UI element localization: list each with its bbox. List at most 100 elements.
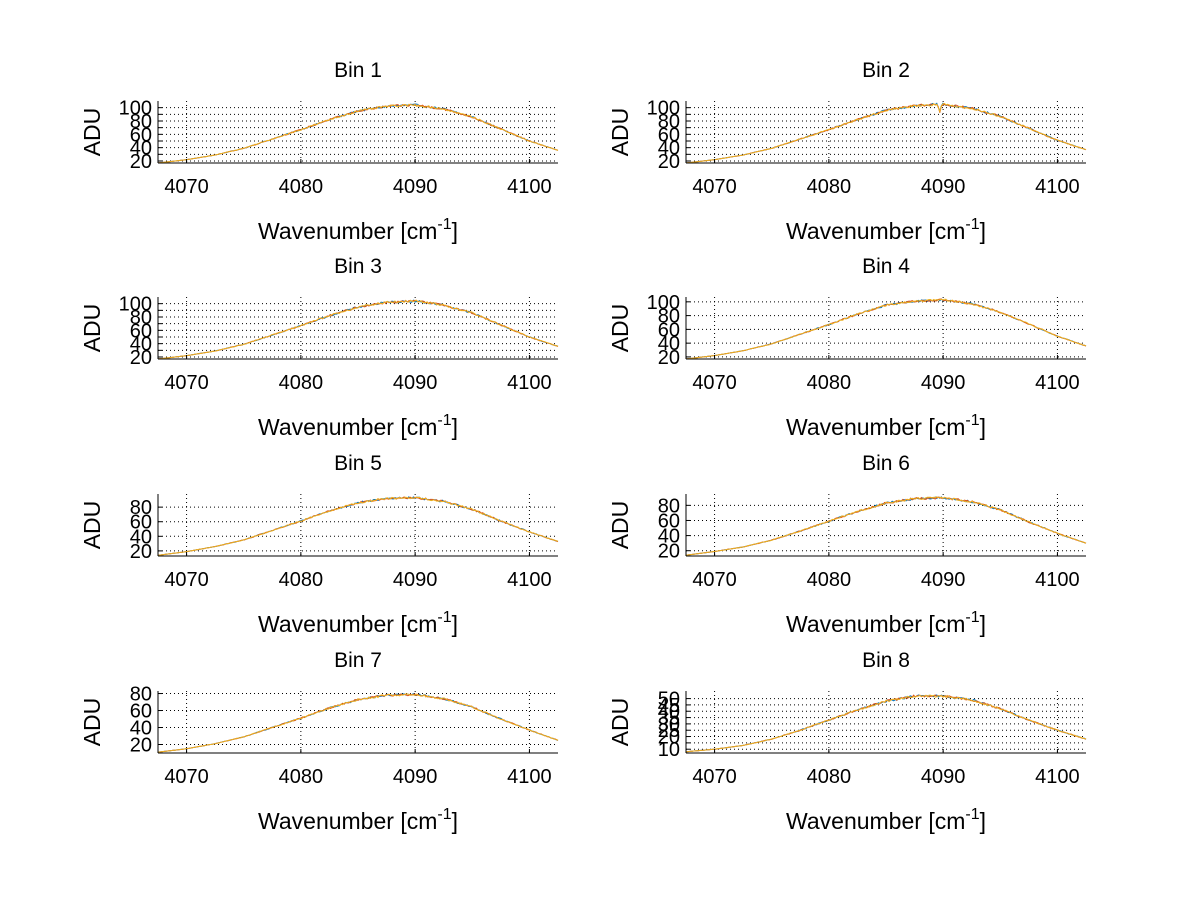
y-tick-label: 40	[130, 526, 152, 548]
y-tick-label: 100	[119, 294, 152, 316]
x-tick-label: 4070	[692, 569, 737, 591]
y-tick-label: 20	[130, 347, 152, 369]
x-tick-label: 4100	[1035, 372, 1080, 394]
x-tick-label: 4080	[807, 176, 852, 198]
y-axis-label: ADU	[607, 698, 633, 747]
y-tick-label: 40	[658, 138, 680, 160]
y-tick-label: 60	[658, 510, 680, 532]
x-tick-label: 4070	[692, 372, 737, 394]
chart-title: Bin 1	[334, 59, 382, 82]
series-line-3	[685, 298, 1087, 360]
x-tick-label: 4100	[507, 176, 552, 198]
y-tick-label: 50	[658, 689, 680, 711]
series-line-3	[685, 102, 1087, 164]
x-tick-label: 4090	[393, 766, 438, 788]
y-tick-label: 80	[130, 497, 152, 519]
x-tick-label: 4070	[692, 766, 737, 788]
series-line-3	[157, 496, 559, 556]
x-axis-label: Wavenumber [cm-1]	[786, 216, 986, 244]
x-tick-label: 4080	[807, 766, 852, 788]
x-tick-label: 4100	[507, 569, 552, 591]
y-tick-label: 35	[658, 708, 680, 730]
x-tick-label: 4090	[393, 569, 438, 591]
y-tick-label: 80	[658, 306, 680, 328]
y-axis-label: ADU	[79, 698, 105, 747]
y-tick-label: 20	[658, 347, 680, 369]
chart-title: Bin 2	[862, 59, 910, 82]
x-tick-label: 4100	[507, 766, 552, 788]
x-axis-label: Wavenumber [cm-1]	[786, 412, 986, 440]
x-axis-label: Wavenumber [cm-1]	[786, 806, 986, 834]
y-tick-label: 80	[130, 307, 152, 329]
y-tick-label: 80	[130, 111, 152, 133]
chart-title: Bin 4	[862, 255, 910, 278]
y-tick-label: 20	[658, 541, 680, 563]
y-tick-label: 20	[130, 151, 152, 173]
x-tick-label: 4090	[921, 569, 966, 591]
x-tick-label: 4100	[507, 372, 552, 394]
y-tick-label: 100	[647, 98, 680, 120]
y-tick-label: 60	[658, 124, 680, 146]
x-tick-label: 4070	[164, 569, 209, 591]
x-tick-label: 4090	[921, 766, 966, 788]
x-axis-label: Wavenumber [cm-1]	[258, 216, 458, 244]
x-tick-label: 4080	[807, 569, 852, 591]
series-line-3	[685, 496, 1087, 556]
y-tick-label: 20	[130, 541, 152, 563]
y-axis-label: ADU	[79, 108, 105, 157]
y-tick-label: 20	[658, 727, 680, 749]
y-axis-label: ADU	[607, 108, 633, 157]
x-tick-label: 4100	[1035, 569, 1080, 591]
x-axis-label: Wavenumber [cm-1]	[258, 412, 458, 440]
y-tick-label: 80	[130, 684, 152, 706]
y-tick-label: 20	[658, 151, 680, 173]
y-axis-label: ADU	[607, 501, 633, 550]
y-tick-label: 60	[130, 701, 152, 723]
chart-title: Bin 7	[334, 649, 382, 672]
x-tick-label: 4070	[164, 372, 209, 394]
x-tick-label: 4080	[279, 372, 324, 394]
y-tick-label: 40	[658, 701, 680, 723]
y-tick-label: 10	[658, 739, 680, 761]
y-axis-label: ADU	[79, 501, 105, 550]
series-line-3	[685, 694, 1087, 753]
y-tick-label: 60	[130, 512, 152, 534]
y-tick-label: 40	[130, 334, 152, 356]
x-tick-label: 4090	[921, 176, 966, 198]
y-tick-label: 40	[130, 718, 152, 740]
y-tick-label: 80	[658, 111, 680, 133]
y-tick-label: 30	[658, 714, 680, 736]
y-tick-label: 60	[658, 319, 680, 341]
x-tick-label: 4070	[692, 176, 737, 198]
x-tick-label: 4080	[279, 766, 324, 788]
y-tick-label: 100	[647, 292, 680, 314]
chart-title: Bin 3	[334, 255, 382, 278]
y-tick-label: 25	[658, 720, 680, 742]
chart-title: Bin 5	[334, 452, 382, 475]
y-axis-label: ADU	[79, 304, 105, 353]
y-tick-label: 100	[119, 98, 152, 120]
chart-title: Bin 8	[862, 649, 910, 672]
x-axis-label: Wavenumber [cm-1]	[258, 609, 458, 637]
y-tick-label: 45	[658, 695, 680, 717]
x-tick-label: 4080	[279, 569, 324, 591]
y-tick-label: 40	[658, 526, 680, 548]
x-tick-label: 4090	[393, 372, 438, 394]
x-tick-label: 4090	[921, 372, 966, 394]
x-tick-label: 4100	[1035, 176, 1080, 198]
y-tick-label: 80	[658, 495, 680, 517]
x-tick-label: 4090	[393, 176, 438, 198]
y-tick-label: 60	[130, 320, 152, 342]
y-tick-label: 60	[130, 124, 152, 146]
x-tick-label: 4070	[164, 176, 209, 198]
x-tick-label: 4070	[164, 766, 209, 788]
